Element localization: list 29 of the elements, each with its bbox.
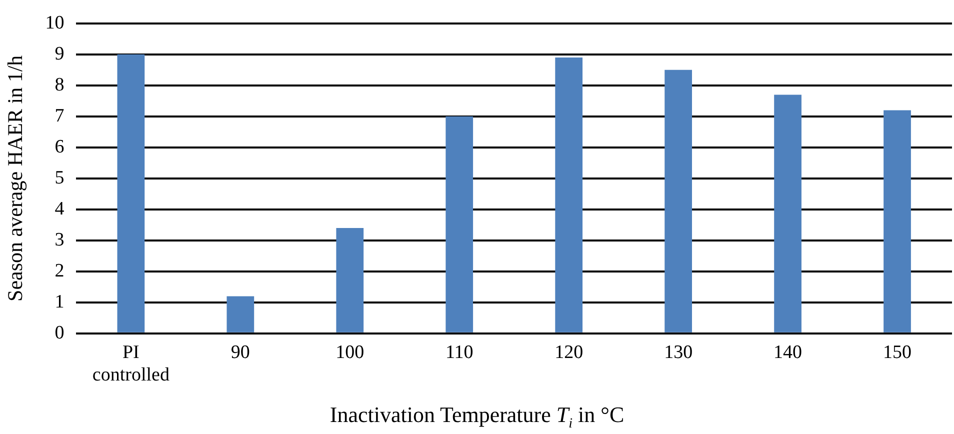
bar <box>117 54 145 332</box>
x-tick-label: 120 <box>554 342 584 363</box>
x-axis-title: Inactivation Temperature T$_{i}$ in °C <box>328 402 626 432</box>
bar <box>555 58 583 332</box>
y-tick-label: 10 <box>45 12 64 34</box>
x-tick-label: 150 <box>883 342 912 363</box>
x-tick-label: 90 <box>230 342 250 363</box>
x-tick-label: 100 <box>336 342 364 363</box>
y-tick-label: 7 <box>54 105 64 126</box>
y-tick-label: 1 <box>54 291 64 312</box>
bar <box>884 110 911 332</box>
y-tick-label: 0 <box>54 322 64 344</box>
y-tick-label: 5 <box>54 167 64 188</box>
bar <box>226 296 254 332</box>
y-axis-title: Season average HAER in 1/h <box>3 54 28 302</box>
y-tick-label: 3 <box>54 229 64 250</box>
x-tick-label: 110 <box>445 342 474 363</box>
bar <box>336 228 364 332</box>
x-tick-label: 130 <box>664 342 693 363</box>
y-tick-label: 4 <box>54 198 65 220</box>
bar <box>446 116 474 332</box>
y-tick-label: 9 <box>54 43 64 64</box>
y-tick-label: 8 <box>54 74 64 96</box>
bar <box>664 70 692 332</box>
y-tick-label: 2 <box>54 260 64 282</box>
x-tick-label: PI controlled <box>92 342 170 386</box>
bar <box>774 94 802 332</box>
y-tick-label: 6 <box>54 136 64 158</box>
x-tick-label: 140 <box>774 342 802 363</box>
